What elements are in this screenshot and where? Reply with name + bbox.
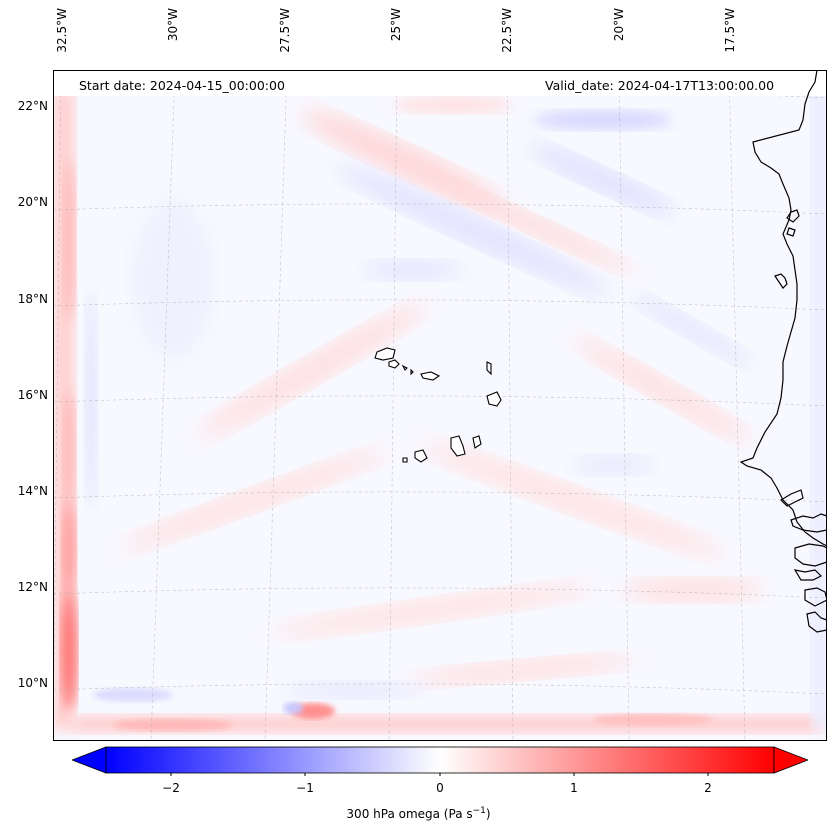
lon-label-25w: 25°W: [389, 8, 403, 42]
lat-label-20n: 20°N: [17, 195, 48, 209]
map-frame: [53, 70, 827, 741]
header-band: [53, 70, 827, 96]
colorbar-extend-high: [773, 746, 808, 774]
colorbar-tick-0: 0: [436, 781, 444, 795]
colorbar-label: 300 hPa omega (Pa s−1): [0, 806, 837, 821]
colorbar-tick-neg2: −2: [162, 781, 180, 795]
start-date-label: Start date: 2024-04-15_00:00:00: [79, 78, 285, 93]
colorbar-tick-neg1: −1: [296, 781, 314, 795]
colorbar-extend-low: [72, 746, 107, 774]
colorbar-gradient: [105, 746, 775, 774]
lat-label-14n: 14°N: [17, 484, 48, 498]
colorbar-tick-1: 1: [570, 781, 578, 795]
colorbar-ticks: [170, 773, 709, 776]
lon-label-30w: 30°W: [166, 8, 180, 42]
colorbar-label-prefix: 300 hPa omega (Pa s: [346, 807, 473, 821]
lat-label-12n: 12°N: [17, 580, 48, 594]
lon-label-27.5w: 27.5°W: [278, 8, 292, 53]
omega-field: [53, 80, 827, 733]
lon-label-22.5w: 22.5°W: [500, 8, 514, 53]
cape-verde-islands: [374, 347, 502, 463]
lat-label-22n: 22°N: [17, 99, 48, 113]
omega-map: [53, 70, 827, 741]
colorbar-label-exponent: −1: [472, 806, 486, 816]
lat-label-16n: 16°N: [17, 388, 48, 402]
coastline: [739, 70, 827, 633]
lon-label-17.5w: 17.5°W: [723, 8, 737, 53]
lat-label-18n: 18°N: [17, 292, 48, 306]
colorbar-label-suffix: ): [485, 807, 491, 821]
lon-label-20w: 20°W: [612, 8, 626, 42]
lat-label-10n: 10°N: [17, 676, 48, 690]
colorbar-tick-2: 2: [704, 781, 712, 795]
colorbar: [72, 746, 808, 776]
valid-date-label: Valid_date: 2024-04-17T13:00:00.00: [545, 78, 775, 93]
lon-label-32.5w: 32.5°W: [55, 8, 69, 53]
